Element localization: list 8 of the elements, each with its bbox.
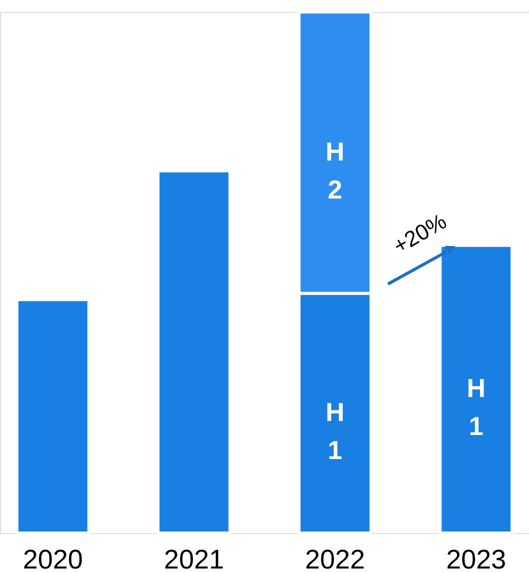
x-tick-label: 2021 [164, 544, 224, 573]
x-tick-label: 2020 [22, 544, 83, 573]
x-tick-label: 2023 [446, 544, 506, 573]
annotation: +20% [388, 208, 451, 259]
x-tick-label: 2022 [304, 544, 366, 573]
text: H1 [466, 373, 486, 442]
series-label: H2 [326, 136, 344, 205]
series-label: H1 [326, 397, 344, 466]
